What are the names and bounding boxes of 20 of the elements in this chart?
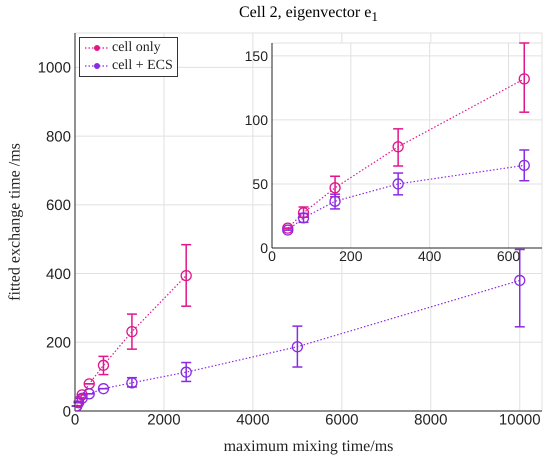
y-tick-label: 400 bbox=[46, 266, 71, 283]
x-tick-label: 10000 bbox=[498, 412, 541, 429]
y-tick-label: 800 bbox=[46, 128, 71, 146]
x-axis-title: maximum mixing time/ms bbox=[224, 438, 394, 455]
legend-label: cell only bbox=[112, 39, 161, 57]
y-axis-title: fitted exchange time /ms bbox=[6, 143, 24, 301]
x-tick-label: 8000 bbox=[414, 412, 448, 429]
x-tick-label: 200 bbox=[339, 248, 363, 264]
x-tick-label: 6000 bbox=[325, 412, 359, 429]
y-tick-label: 150 bbox=[244, 48, 268, 64]
y-tick-label: 100 bbox=[244, 112, 268, 128]
y-tick-label: 600 bbox=[46, 197, 71, 214]
x-tick-label: 2000 bbox=[147, 412, 181, 429]
y-tick-label: 50 bbox=[252, 176, 268, 192]
x-tick-label: 400 bbox=[418, 248, 442, 264]
x-tick-label: 4000 bbox=[236, 412, 270, 429]
legend-label: cell + ECS bbox=[112, 57, 173, 75]
chart-title: Cell 2, eigenvector e$_{1}$ bbox=[238, 4, 378, 24]
y-tick-label: 1000 bbox=[38, 60, 71, 77]
y-tick-label: 200 bbox=[46, 334, 71, 352]
